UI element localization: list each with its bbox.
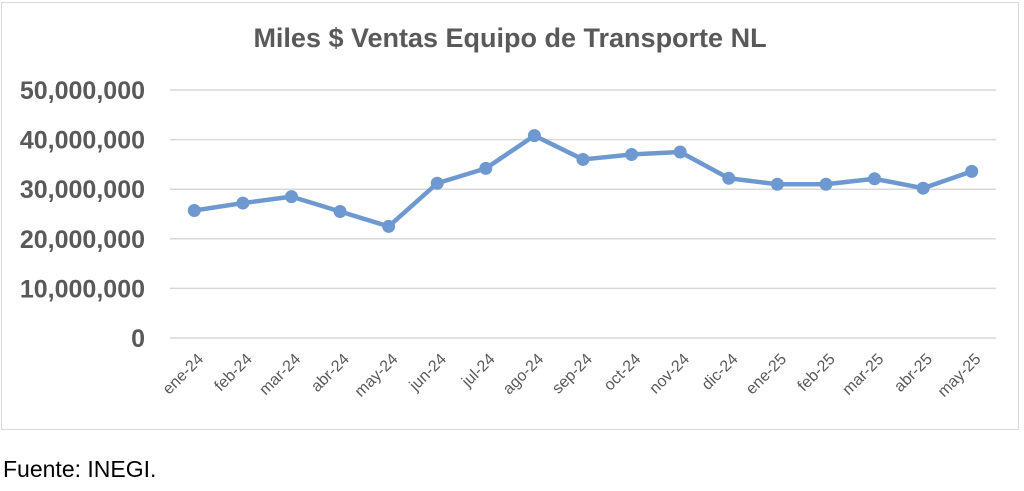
x-tick-label: feb-25 [795,351,839,395]
x-tick-label: sep-24 [549,351,596,398]
data-point [965,164,979,178]
x-tick-label: feb-24 [212,351,256,395]
data-point [576,152,590,166]
x-tick-label: dic-24 [699,351,742,394]
x-tick-label: nov-24 [646,351,693,398]
data-point [722,171,736,185]
series-points [187,129,979,233]
data-point [382,219,396,233]
data-point [430,176,444,190]
data-point [868,172,882,186]
x-tick-label: mar-24 [256,351,304,399]
gridlines [170,89,996,339]
data-point [916,181,930,195]
y-tick-label: 40,000,000 [20,127,145,155]
data-point [673,145,687,159]
source-note: Fuente: INEGI. [3,456,157,482]
data-point [625,147,639,161]
x-tick-label: ago-24 [500,351,547,398]
y-axis-ticks: 0 10,000,000 20,000,000 30,000,000 40,000,00… [20,77,145,353]
y-tick-label: 30,000,000 [20,176,145,204]
x-tick-label: may-25 [935,351,985,401]
x-tick-label: jun-24 [406,351,450,395]
data-point [333,205,347,219]
data-point [236,196,250,210]
y-tick-label: 10,000,000 [20,275,145,303]
x-tick-label: ene-25 [743,351,790,398]
data-point [770,177,784,191]
x-tick-label: ene-24 [160,351,207,398]
x-tick-label: may-24 [352,351,402,401]
series-line [193,133,973,229]
x-tick-label: oct-24 [601,351,645,395]
x-tick-label: abr-24 [308,351,353,396]
x-tick-label: jul-24 [458,351,498,391]
data-point [819,177,833,191]
data-point [479,161,493,175]
y-tick-label: 0 [131,325,145,353]
y-tick-label: 50,000,000 [20,77,145,105]
x-tick-label: abr-25 [891,351,936,396]
series-line-path [193,133,973,229]
data-point [187,204,201,218]
y-tick-label: 20,000,000 [20,226,145,254]
data-point [284,190,298,204]
chart-frame [1,2,1019,430]
data-point [527,129,541,143]
x-tick-label: mar-25 [839,351,887,399]
chart-title: Miles $ Ventas Equipo de Transporte NL [253,23,766,53]
